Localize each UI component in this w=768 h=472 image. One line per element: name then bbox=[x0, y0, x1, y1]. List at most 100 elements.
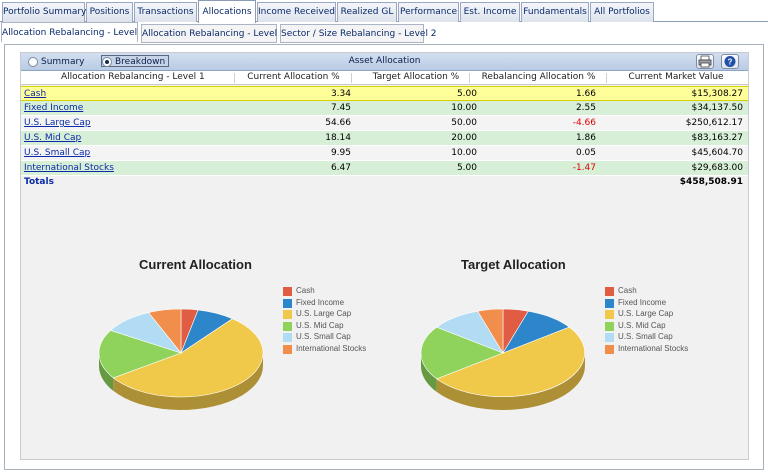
row-category-link[interactable]: International Stocks bbox=[24, 163, 114, 173]
row-current-allocation: 6.47 bbox=[330, 163, 351, 173]
legend-item: U.S. Large Cap bbox=[283, 309, 366, 321]
legend-item: U.S. Small Cap bbox=[283, 332, 366, 344]
radio-off-icon bbox=[28, 57, 38, 67]
row-current-allocation: 7.45 bbox=[330, 103, 351, 113]
legend-swatch bbox=[605, 298, 614, 308]
legend-swatch bbox=[283, 298, 292, 308]
tab-portfolio-summary[interactable]: Portfolio Summary bbox=[2, 2, 86, 22]
column-header-target-allocation[interactable]: Target Allocation % bbox=[372, 72, 460, 82]
subtab-sector-size-rebalancing-level-2[interactable]: Sector / Size Rebalancing - Level 2 bbox=[280, 24, 437, 43]
row-category-link[interactable]: U.S. Small Cap bbox=[24, 148, 91, 158]
row-target-allocation: 10.00 bbox=[451, 103, 477, 113]
table-column-header: Allocation Rebalancing - Level 1 Current… bbox=[21, 71, 748, 85]
legend-swatch bbox=[605, 321, 614, 331]
main-tab-bar: Portfolio Summary Positions Transactions… bbox=[0, 0, 768, 23]
row-rebalancing-allocation: 1.86 bbox=[575, 133, 596, 143]
row-category-link[interactable]: U.S. Large Cap bbox=[24, 118, 91, 128]
table-row: U.S. Mid Cap 18.14 20.00 1.86 $83,163.27 bbox=[21, 131, 748, 146]
legend-swatch bbox=[605, 287, 614, 296]
legend-item: U.S. Small Cap bbox=[605, 332, 688, 344]
row-market-value: $250,612.17 bbox=[685, 118, 743, 128]
row-rebalancing-allocation: 0.05 bbox=[575, 148, 596, 158]
print-button[interactable] bbox=[696, 54, 714, 69]
table-row: U.S. Small Cap 9.95 10.00 0.05 $45,604.70 bbox=[21, 146, 748, 161]
help-button[interactable]: ? bbox=[721, 54, 739, 69]
pie-slice[interactable] bbox=[436, 326, 585, 398]
legend-item: U.S. Mid Cap bbox=[283, 321, 366, 333]
legend-label: Fixed Income bbox=[618, 297, 667, 307]
column-header-category[interactable]: Allocation Rebalancing - Level 1 bbox=[61, 72, 205, 82]
sub-tab-bar: Allocation Rebalancing - Level 1 Allocat… bbox=[0, 22, 768, 44]
row-current-allocation: 18.14 bbox=[325, 133, 351, 143]
row-target-allocation: 20.00 bbox=[451, 133, 477, 143]
tab-all-portfolios[interactable]: All Portfolios bbox=[590, 2, 654, 22]
tab-est-income[interactable]: Est. Income bbox=[460, 2, 520, 22]
row-category-link[interactable]: Fixed Income bbox=[24, 103, 84, 113]
legend-label: U.S. Large Cap bbox=[618, 309, 674, 318]
column-divider bbox=[351, 73, 352, 83]
target-allocation-title: Target Allocation bbox=[461, 257, 566, 272]
asset-allocation-header: Summary Breakdown Asset Allocation ? bbox=[21, 53, 748, 71]
row-target-allocation: 5.00 bbox=[456, 89, 477, 99]
tab-transactions[interactable]: Transactions bbox=[134, 2, 197, 22]
table-row: Fixed Income 7.45 10.00 2.55 $34,137.50 bbox=[21, 101, 748, 116]
row-rebalancing-allocation: -4.66 bbox=[572, 118, 596, 128]
summary-radio[interactable]: Summary bbox=[28, 56, 85, 68]
tab-allocations[interactable]: Allocations bbox=[198, 0, 256, 23]
table-row: U.S. Large Cap 54.66 50.00 -4.66 $250,612.17 bbox=[21, 116, 748, 131]
column-header-market-value[interactable]: Current Market Value bbox=[628, 72, 724, 82]
legend-item: U.S. Mid Cap bbox=[605, 321, 688, 333]
legend-item: Cash bbox=[605, 286, 688, 298]
svg-text:?: ? bbox=[728, 58, 733, 67]
legend-item: U.S. Large Cap bbox=[605, 309, 688, 321]
summary-radio-label: Summary bbox=[41, 57, 85, 67]
pie-slice-side bbox=[421, 353, 437, 392]
legend-item: Fixed Income bbox=[605, 298, 688, 310]
tab-income-received[interactable]: Income Received bbox=[257, 2, 336, 22]
column-divider bbox=[606, 73, 607, 83]
subtab-allocation-rebalancing-level-1[interactable]: Allocation Rebalancing - Level 1 bbox=[1, 22, 146, 43]
row-current-allocation: 54.66 bbox=[325, 118, 351, 128]
row-category-link[interactable]: U.S. Mid Cap bbox=[24, 133, 82, 143]
column-divider bbox=[234, 73, 235, 83]
pie-slice[interactable] bbox=[112, 318, 264, 398]
breakdown-radio[interactable]: Breakdown bbox=[101, 55, 170, 67]
tab-positions[interactable]: Positions bbox=[86, 2, 133, 22]
row-market-value: $45,604.70 bbox=[691, 148, 743, 158]
help-icon: ? bbox=[724, 56, 736, 67]
table-row: International Stocks 6.47 5.00 -1.47 $29,683… bbox=[21, 161, 748, 176]
legend-swatch bbox=[283, 310, 292, 319]
row-rebalancing-allocation: -1.47 bbox=[572, 163, 596, 173]
pie-slice[interactable] bbox=[98, 330, 182, 379]
legend-label: Cash bbox=[296, 286, 315, 295]
row-market-value: $34,137.50 bbox=[691, 103, 743, 113]
column-divider bbox=[469, 73, 470, 83]
pie-slice[interactable] bbox=[148, 308, 182, 354]
legend-swatch bbox=[605, 333, 614, 342]
row-target-allocation: 10.00 bbox=[451, 148, 477, 158]
row-rebalancing-allocation: 2.55 bbox=[575, 103, 596, 113]
legend-swatch bbox=[605, 344, 614, 354]
legend-swatch bbox=[283, 344, 292, 354]
pie-slice[interactable] bbox=[477, 308, 504, 355]
tab-realized-gl[interactable]: Realized GL bbox=[337, 2, 397, 22]
row-market-value: $83,163.27 bbox=[691, 133, 743, 143]
column-header-rebalancing-allocation[interactable]: Rebalancing Allocation % bbox=[481, 72, 596, 82]
row-category-link[interactable]: Cash bbox=[24, 89, 47, 99]
legend-label: Cash bbox=[618, 286, 637, 295]
pie-slice[interactable] bbox=[420, 326, 504, 380]
tab-fundamentals[interactable]: Fundamentals bbox=[521, 2, 589, 22]
row-target-allocation: 50.00 bbox=[451, 118, 477, 128]
pie-slice-side bbox=[99, 353, 114, 391]
table-row: Cash 3.34 5.00 1.66 $15,308.27 bbox=[21, 86, 748, 101]
legend-label: U.S. Small Cap bbox=[618, 332, 673, 341]
legend-item: Fixed Income bbox=[283, 298, 366, 310]
tab-performance[interactable]: Performance bbox=[398, 2, 459, 22]
legend-label: International Stocks bbox=[296, 343, 367, 353]
row-market-value: $29,683.00 bbox=[691, 163, 743, 173]
subtab-allocation-rebalancing-level-2[interactable]: Allocation Rebalancing - Level 2 bbox=[141, 24, 286, 43]
row-current-allocation: 9.95 bbox=[330, 148, 351, 158]
legend-label: U.S. Small Cap bbox=[296, 332, 351, 341]
column-header-current-allocation[interactable]: Current Allocation % bbox=[247, 72, 340, 82]
row-target-allocation: 5.00 bbox=[456, 163, 477, 173]
